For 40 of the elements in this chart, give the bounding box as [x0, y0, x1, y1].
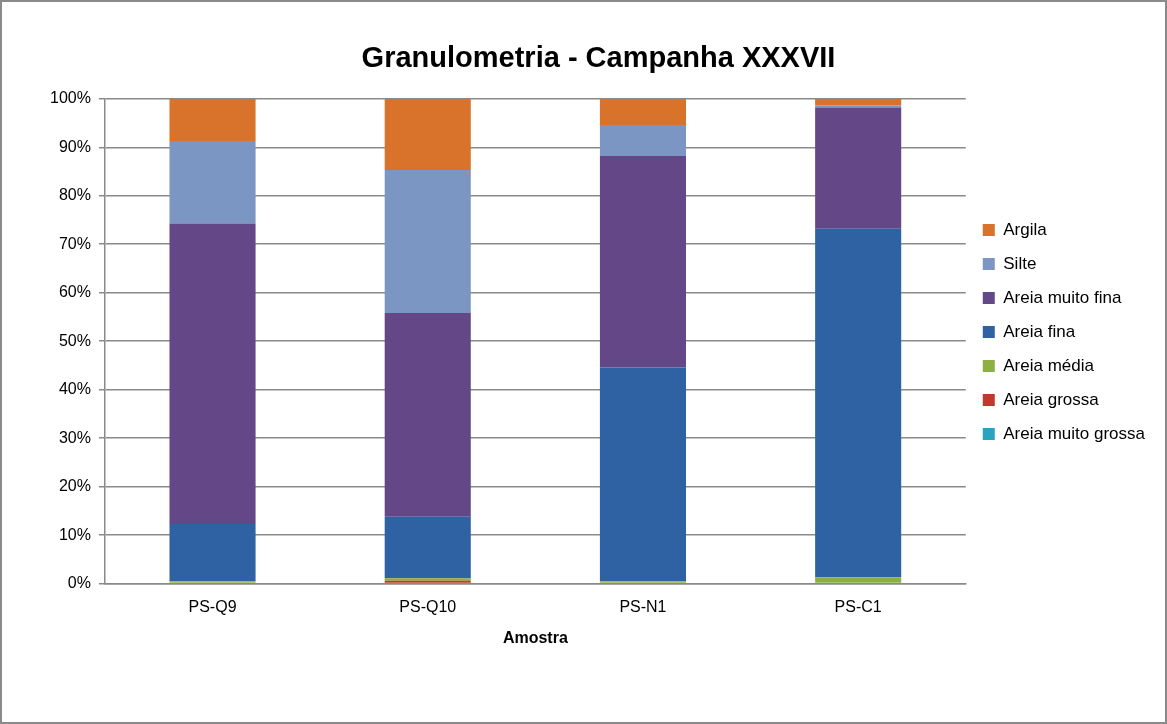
bar	[599, 124, 686, 157]
legend-label: Areia muito grossa	[1003, 423, 1146, 443]
x-tick-label: PS-Q10	[399, 597, 457, 615]
y-tick-label: 0%	[67, 574, 91, 592]
legend-label: Areia média	[1003, 355, 1095, 375]
bar	[169, 140, 256, 224]
bar	[815, 98, 902, 106]
bar	[169, 523, 256, 582]
bar	[815, 577, 902, 583]
chart-title: Granulometria - Campanha XXXVII	[361, 41, 836, 74]
legend-label: Silte	[1003, 253, 1037, 273]
y-tick-label: 40%	[58, 380, 91, 398]
bar	[169, 223, 256, 524]
y-tick-label: 20%	[58, 477, 91, 495]
bar	[384, 170, 471, 314]
y-tick-label: 60%	[58, 283, 91, 301]
x-tick-label: PS-Q9	[188, 597, 237, 615]
x-axis-title: Amostra	[502, 628, 568, 646]
y-tick-label: 30%	[58, 428, 91, 446]
y-tick-label: 10%	[58, 525, 91, 543]
bar	[815, 228, 902, 578]
bar	[599, 98, 686, 125]
bar	[384, 516, 471, 579]
bar	[599, 367, 686, 582]
y-tick-label: 90%	[58, 137, 91, 155]
bar	[815, 107, 902, 229]
bar	[599, 156, 686, 368]
bar	[384, 313, 471, 517]
y-tick-label: 50%	[58, 331, 91, 349]
x-tick-label: PS-C1	[834, 597, 882, 615]
bar	[384, 98, 471, 171]
y-tick-label: 70%	[58, 234, 91, 252]
legend-label: Areia grossa	[1003, 389, 1100, 409]
legend-label: Argila	[1003, 219, 1048, 239]
bar	[169, 98, 256, 141]
y-tick-label: 80%	[58, 186, 91, 204]
legend-label: Areia fina	[1003, 321, 1076, 341]
y-tick-label: 100%	[50, 89, 91, 107]
legend-label: Areia muito fina	[1003, 287, 1122, 307]
x-tick-label: PS-N1	[619, 597, 667, 615]
